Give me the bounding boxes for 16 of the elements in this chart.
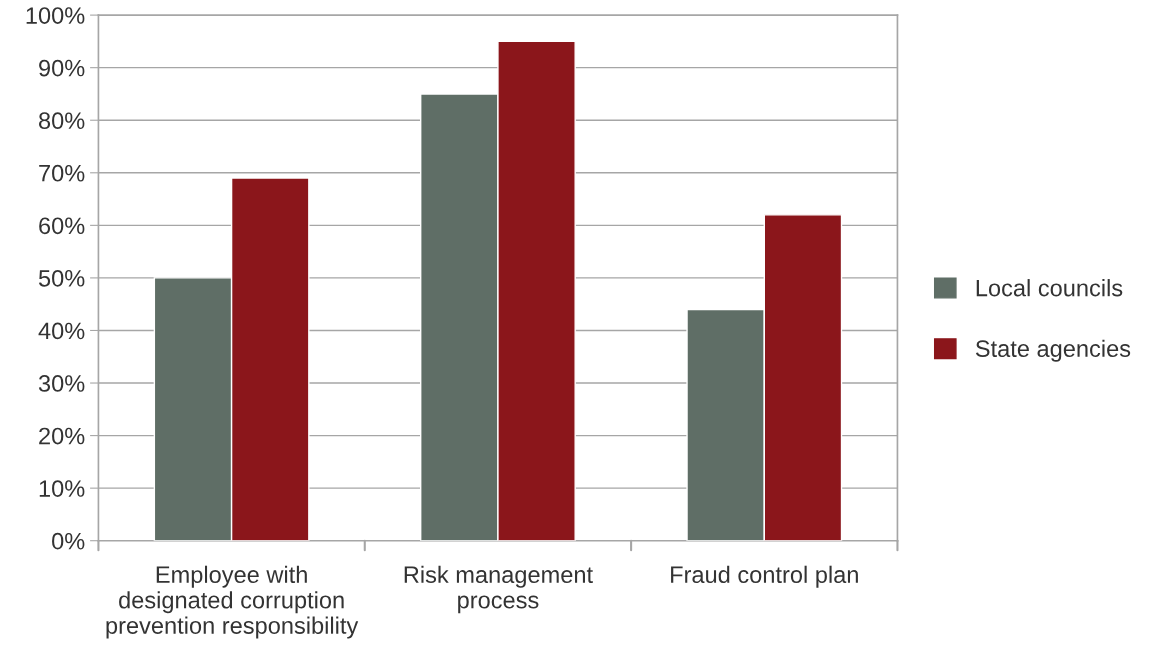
y-tick-label: 70% xyxy=(39,164,85,182)
y-tick-label: 90% xyxy=(39,59,85,77)
x-tick-label: Fraud control plan xyxy=(671,565,858,588)
y-tick-label: 60% xyxy=(39,217,85,235)
x-tick-label: Risk management process xyxy=(404,565,593,614)
y-tick-label: 30% xyxy=(38,375,85,392)
legend-label: Local councils xyxy=(976,279,1123,297)
x-tick-label: Employee with designated corruption prevention responsibility xyxy=(106,565,359,639)
y-tick-label: 100% xyxy=(26,7,85,24)
y-tick-label: 40% xyxy=(38,322,85,340)
y-tick-label: 10% xyxy=(39,480,85,497)
y-tick-label: 0% xyxy=(52,532,85,550)
y-tick-label: 20% xyxy=(39,427,85,445)
y-tick-label: 80% xyxy=(39,112,85,130)
legend-label: State agencies xyxy=(975,339,1131,362)
y-tick-label: 50% xyxy=(38,269,85,287)
